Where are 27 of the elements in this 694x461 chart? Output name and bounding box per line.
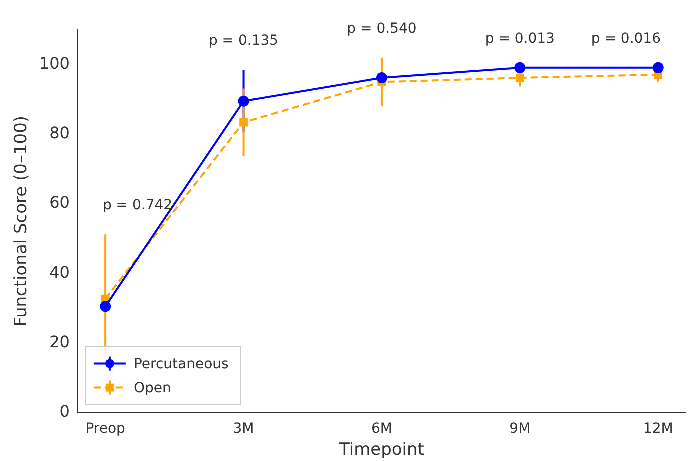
y-tick-label: 100 bbox=[39, 54, 70, 73]
point bbox=[514, 62, 526, 74]
point bbox=[652, 62, 664, 74]
point bbox=[100, 301, 112, 312]
annotation: p = 0.742 bbox=[102, 198, 173, 214]
annotation: p = 0.016 bbox=[591, 30, 662, 47]
y-tick-label: 80 bbox=[50, 124, 70, 143]
y-tick-label: 20 bbox=[50, 332, 70, 352]
y-tick-label: 40 bbox=[50, 262, 70, 282]
annotation: p = 0.540 bbox=[347, 20, 417, 37]
x-tick-label: 3M bbox=[233, 420, 254, 437]
y-tick-label: 60 bbox=[50, 193, 70, 212]
point bbox=[238, 96, 250, 107]
x-tick-label: 12M bbox=[643, 420, 674, 437]
point bbox=[376, 72, 388, 84]
x-tick-label: 9M bbox=[510, 420, 531, 437]
point bbox=[516, 74, 524, 82]
y-tick-label: 0 bbox=[60, 402, 70, 421]
point bbox=[240, 118, 248, 127]
legend-label: Percutaneous bbox=[134, 356, 229, 372]
legend-label: Open bbox=[134, 380, 172, 396]
y-axis-title: Functional Score (0–100) bbox=[12, 116, 32, 327]
x-tick-label: Preop bbox=[86, 420, 126, 437]
annotation: p = 0.013 bbox=[485, 30, 555, 47]
x-tick-label: 6M bbox=[371, 420, 392, 437]
annotation: p = 0.135 bbox=[208, 33, 279, 50]
x-axis-title: Timepoint bbox=[338, 440, 425, 460]
